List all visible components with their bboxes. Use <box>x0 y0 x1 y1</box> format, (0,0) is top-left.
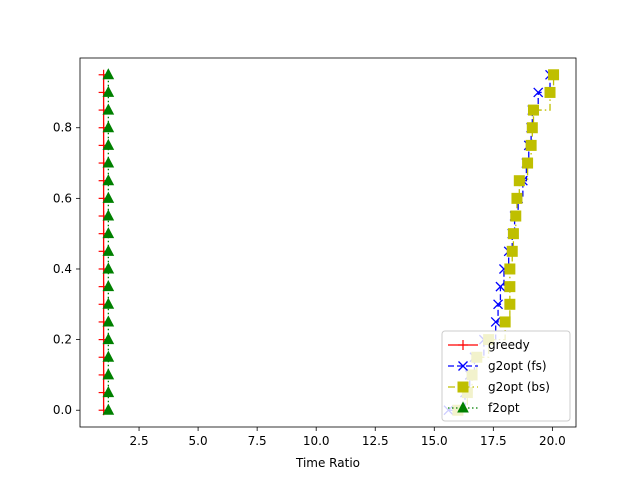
plot-series <box>98 68 560 416</box>
data-point <box>102 138 115 150</box>
legend-marker <box>458 340 468 350</box>
x-tick-label: 17.5 <box>480 434 507 448</box>
legend-marker <box>457 401 469 413</box>
data-point <box>495 281 506 292</box>
x-tick-label: 2.5 <box>130 434 149 448</box>
data-point <box>493 299 504 310</box>
legend-entry: g2opt (bs) <box>448 380 550 394</box>
x-tick-label: 10.0 <box>303 434 330 448</box>
data-point <box>102 403 115 415</box>
data-point <box>102 85 115 97</box>
data-point <box>102 280 115 292</box>
series-f2opt <box>102 68 115 415</box>
data-point <box>102 262 115 274</box>
axes-frame <box>79 57 577 428</box>
x-axis: 2.5 5.0 7.5 10.0 12.5 15.0 17.5 20.0 <box>130 427 566 448</box>
data-point <box>102 68 115 80</box>
data-point <box>548 69 560 81</box>
data-point <box>102 297 115 309</box>
data-point <box>102 227 115 239</box>
data-point <box>102 121 115 133</box>
data-point <box>511 192 523 204</box>
y-tick-label: 0.0 <box>53 403 72 417</box>
data-point <box>507 228 519 240</box>
data-point <box>504 298 516 310</box>
legend-marker <box>458 361 468 371</box>
legend-entry: g2opt (fs) <box>448 359 547 373</box>
y-tick-label: 0.2 <box>53 333 72 347</box>
x-tick-label: 15.0 <box>421 434 448 448</box>
legend-label: greedy <box>488 338 530 352</box>
data-point <box>504 281 516 293</box>
data-point <box>102 103 115 115</box>
legend-label: f2opt <box>488 401 520 415</box>
x-tick-label: 12.5 <box>362 434 389 448</box>
data-point <box>506 245 518 257</box>
data-point <box>526 122 538 134</box>
data-point <box>525 139 537 151</box>
x-axis-label: Time Ratio <box>295 456 360 470</box>
data-point <box>102 244 115 256</box>
data-point <box>527 104 539 116</box>
y-tick-label: 0.8 <box>53 121 72 135</box>
data-point <box>102 156 115 168</box>
data-point <box>102 174 115 186</box>
legend-box <box>441 330 571 422</box>
legend-label: g2opt (fs) <box>488 359 547 373</box>
data-point <box>513 175 525 187</box>
legend: greedy g2opt (fs) g2opt (bs) f2opt <box>441 330 571 422</box>
data-point <box>510 210 522 222</box>
data-point <box>499 316 511 328</box>
data-point <box>102 333 115 345</box>
x-tick-label: 20.0 <box>539 434 566 448</box>
data-point <box>102 315 115 327</box>
data-point <box>102 350 115 362</box>
data-point <box>504 263 516 275</box>
data-point <box>102 368 115 380</box>
legend-marker <box>457 381 469 393</box>
data-point <box>533 87 544 98</box>
data-point <box>102 191 115 203</box>
legend-entry: greedy <box>448 338 530 352</box>
legend-label: g2opt (bs) <box>488 380 550 394</box>
y-tick-label: 0.6 <box>53 191 72 205</box>
data-point <box>544 86 556 98</box>
data-point <box>102 385 115 398</box>
x-tick-label: 7.5 <box>248 434 267 448</box>
data-point <box>490 316 501 327</box>
y-tick-label: 0.4 <box>53 262 72 276</box>
legend-entry: f2opt <box>448 401 520 415</box>
data-point <box>522 157 534 169</box>
x-tick-label: 5.0 <box>189 434 208 448</box>
data-point <box>102 209 115 221</box>
y-axis: 0.0 0.2 0.4 0.6 0.8 <box>53 121 80 417</box>
